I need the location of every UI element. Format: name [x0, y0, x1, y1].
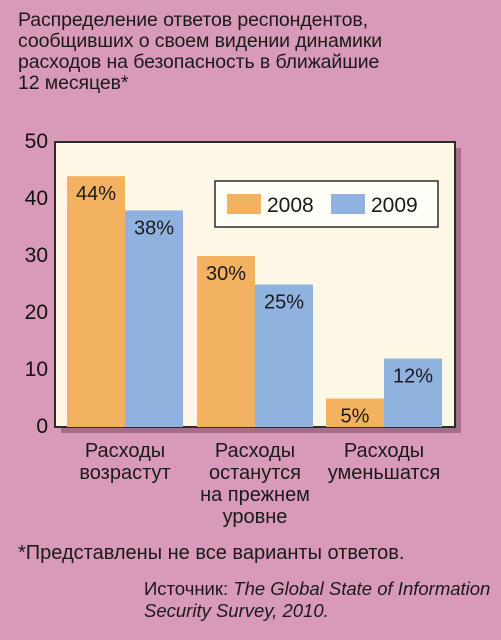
- source-prefix: Источник:: [144, 578, 234, 599]
- legend-swatch-2009: [331, 194, 365, 214]
- chart-title: Распределение ответов респондентов, сооб…: [18, 9, 383, 94]
- data-label-2009-1: 25%: [264, 292, 304, 314]
- legend-swatch-2008: [227, 194, 261, 214]
- data-label-2008-1: 30%: [206, 263, 246, 285]
- y-tick-label: 10: [24, 358, 48, 381]
- bar-2009-2: [384, 358, 442, 427]
- legend-label-2009: 2009: [371, 194, 418, 217]
- bar-2009-0: [125, 210, 183, 427]
- x-category-label: Расходы возрастут: [79, 440, 171, 484]
- bar-2008-0: [67, 176, 125, 427]
- source-title-line2: Security Survey, 2010.: [144, 600, 329, 621]
- footnote: *Представлены не все варианты ответов.: [18, 542, 405, 564]
- bar-2008-1: [197, 256, 255, 427]
- source-note: Источник: The Global State of Informatio…: [144, 578, 490, 622]
- y-tick-label: 30: [24, 244, 48, 267]
- data-label-2008-2: 5%: [341, 406, 370, 428]
- bar-2009-1: [255, 284, 313, 427]
- data-label-2009-0: 38%: [134, 217, 174, 239]
- legend-label-2008: 2008: [267, 194, 314, 217]
- x-category-label: Расходы уменьшатся: [327, 440, 441, 484]
- data-label-2008-0: 44%: [76, 183, 116, 205]
- y-tick-label: 40: [24, 187, 48, 210]
- data-label-2009-2: 12%: [393, 366, 433, 388]
- y-tick-label: 20: [24, 301, 48, 324]
- y-tick-label: 50: [24, 130, 48, 153]
- y-tick-label: 0: [36, 415, 48, 438]
- bar-2008-2: [326, 398, 384, 427]
- source-title-line1: The Global State of Information: [233, 578, 491, 599]
- x-category-label: Расходы останутся на прежнем уровне: [200, 440, 310, 528]
